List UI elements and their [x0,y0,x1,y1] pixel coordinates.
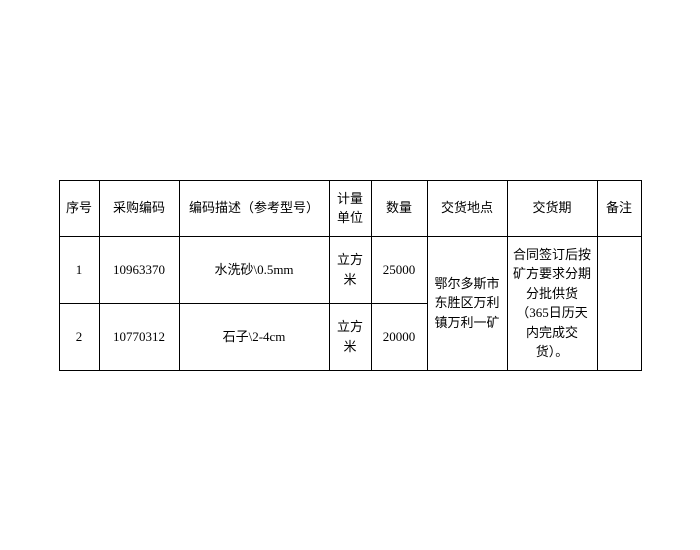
header-qty: 数量 [371,180,427,236]
cell-code: 10770312 [99,303,179,370]
cell-qty: 20000 [371,303,427,370]
cell-seq: 1 [59,236,99,303]
header-delivery: 交货期 [507,180,597,236]
header-remark: 备注 [597,180,641,236]
header-unit: 计量单位 [329,180,371,236]
table-header-row: 序号 采购编码 编码描述（参考型号） 计量单位 数量 交货地点 交货期 备注 [59,180,641,236]
cell-unit: 立方米 [329,303,371,370]
cell-desc: 水洗砂\0.5mm [179,236,329,303]
cell-location-merged: 鄂尔多斯市东胜区万利镇万利一矿 [427,236,507,370]
table-container: 序号 采购编码 编码描述（参考型号） 计量单位 数量 交货地点 交货期 备注 1… [29,180,672,371]
table-row: 1 10963370 水洗砂\0.5mm 立方米 25000 鄂尔多斯市东胜区万… [59,236,641,303]
header-seq: 序号 [59,180,99,236]
header-code: 采购编码 [99,180,179,236]
cell-code: 10963370 [99,236,179,303]
header-location: 交货地点 [427,180,507,236]
cell-remark-merged [597,236,641,370]
cell-seq: 2 [59,303,99,370]
procurement-table: 序号 采购编码 编码描述（参考型号） 计量单位 数量 交货地点 交货期 备注 1… [59,180,642,371]
cell-qty: 25000 [371,236,427,303]
cell-unit: 立方米 [329,236,371,303]
cell-delivery-merged: 合同签订后按矿方要求分期分批供货（365日历天内完成交货）。 [507,236,597,370]
cell-desc: 石子\2-4cm [179,303,329,370]
header-desc: 编码描述（参考型号） [179,180,329,236]
